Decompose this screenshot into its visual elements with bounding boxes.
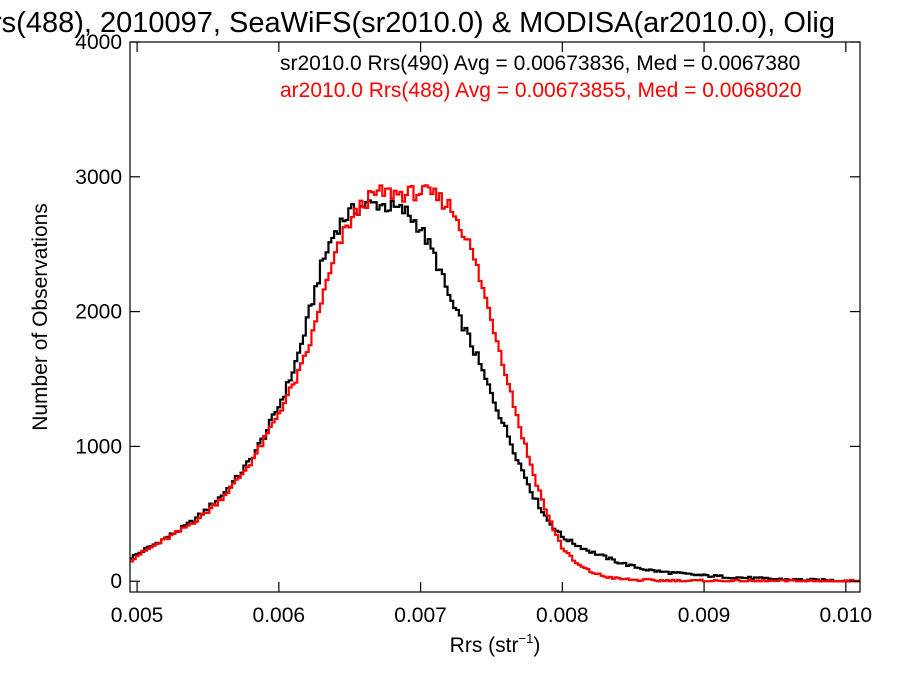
x-tick-label: 0.010: [820, 604, 873, 627]
x-tick-label: 0.005: [111, 604, 164, 627]
legend-entry-sr2010: sr2010.0 Rrs(490) Avg = 0.00673836, Med …: [280, 52, 800, 75]
x-axis-label-close: ): [533, 634, 540, 657]
y-axis-label: Number of Observations: [29, 203, 52, 431]
y-tick-label: 2000: [75, 301, 122, 324]
series-line-ar2010: [130, 184, 860, 583]
x-tick-label: 0.006: [253, 604, 306, 627]
x-axis: 0.005 0.006 0.007 0.008 0.009 0.010: [111, 42, 872, 627]
legend-entry-ar2010: ar2010.0 Rrs(488) Avg = 0.00673855, Med …: [280, 79, 802, 102]
series-line-sr2010: [130, 199, 860, 583]
y-tick-label: 4000: [75, 31, 122, 54]
y-tick-label: 3000: [75, 166, 122, 189]
x-tick-label: 0.007: [394, 604, 447, 627]
plot-frame: [129, 41, 861, 593]
x-axis-label: Rrs (str−1): [450, 631, 541, 657]
y-tick-label: 0: [110, 570, 122, 593]
series-layer: [130, 184, 860, 583]
x-tick-label: 0.009: [678, 604, 731, 627]
x-tick-label: 0.008: [536, 604, 589, 627]
y-axis: 0 1000 2000 3000 4000: [75, 31, 860, 593]
y-tick-label: 1000: [75, 435, 122, 458]
chart-title: rs(488), 2010097, SeaWiFS(sr2010.0) & MO…: [0, 7, 835, 39]
x-axis-label-superscript: −1: [519, 631, 534, 646]
x-axis-label-main: Rrs (str: [450, 634, 519, 657]
